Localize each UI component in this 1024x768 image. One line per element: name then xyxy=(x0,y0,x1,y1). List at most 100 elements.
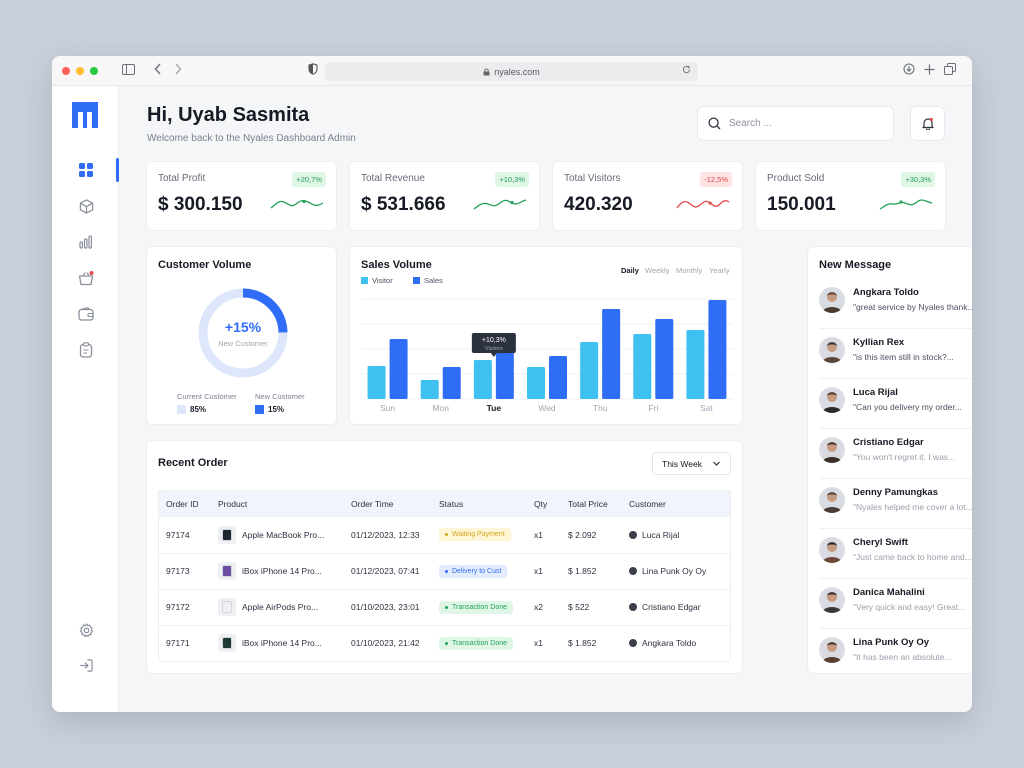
quantity: x1 xyxy=(534,638,543,649)
table-row[interactable]: 97174 Apple MacBook Pro... 01/12/2023, 12:… xyxy=(158,517,731,553)
orders-table: Order ID Product Order Time Status Qty T… xyxy=(158,490,731,661)
status-text: Delivery to Cust xyxy=(452,567,502,575)
shield-icon[interactable] xyxy=(308,63,318,79)
message-item[interactable]: Lina Punk Oy Oy "It has been an absolute.… xyxy=(808,629,972,679)
bar-visitor-fri[interactable] xyxy=(633,334,652,399)
chevron-down-icon xyxy=(713,461,720,466)
welcome-subtitle: Welcome back to the Nyales Dashboard Adm… xyxy=(147,133,356,144)
table-row[interactable]: 97173 iBox iPhone 14 Pro... 01/12/2023, 07… xyxy=(158,553,731,589)
status-cell: Transaction Done xyxy=(431,589,526,625)
tabs-overview-icon[interactable] xyxy=(944,63,956,79)
legend-label: Visitor xyxy=(372,276,393,285)
legend-new-customer: New Customer 15% xyxy=(255,392,305,414)
col-order-id[interactable]: Order ID xyxy=(166,498,199,509)
order-time: 01/10/2023, 23:01 xyxy=(351,602,420,612)
bar-visitor-mon[interactable] xyxy=(420,380,439,399)
avatar xyxy=(819,387,845,413)
customer-name: Lina Punk Oy Oy xyxy=(642,566,707,576)
period-dropdown[interactable]: This Week xyxy=(652,452,731,475)
close-window-button[interactable] xyxy=(62,67,70,75)
settings-gear-icon[interactable] xyxy=(75,619,97,641)
bar-visitor-sun[interactable] xyxy=(367,366,386,399)
stat-label: Total Profit xyxy=(158,173,206,184)
message-preview: "great service by Nyales thank... xyxy=(853,302,972,312)
bar-visitor-sat[interactable] xyxy=(686,330,705,399)
change-badge: +10,3% xyxy=(495,172,529,187)
legend-value: 15% xyxy=(268,405,285,414)
card-title: Recent Order xyxy=(158,457,228,469)
address-bar[interactable]: nyales.com xyxy=(325,62,698,81)
minimize-window-button[interactable] xyxy=(76,67,84,75)
col-order-time[interactable]: Order Time xyxy=(351,498,394,509)
bar-sales-sat[interactable] xyxy=(708,300,727,399)
avatar xyxy=(819,637,845,663)
order-time: 01/12/2023, 12:33 xyxy=(351,529,420,540)
back-arrow-icon[interactable] xyxy=(154,63,162,79)
reload-icon[interactable] xyxy=(682,65,691,77)
message-item[interactable]: Kyllian Rex "is this item still in stock?… xyxy=(808,329,972,379)
col-customer[interactable]: Customer xyxy=(629,498,666,509)
sidebar-toggle-icon[interactable] xyxy=(122,63,135,79)
nav-dashboard-icon[interactable] xyxy=(75,159,97,181)
col-total-price[interactable]: Total Price xyxy=(568,498,608,509)
x-tick-label: Fri xyxy=(648,403,658,413)
search-box[interactable] xyxy=(697,106,894,141)
nav-basket-icon[interactable] xyxy=(75,267,97,289)
customer-avatar xyxy=(629,530,637,539)
message-item[interactable]: Cristiano Edgar "You won't regret it. I w… xyxy=(808,429,972,479)
table-row[interactable]: 97172 Apple AirPods Pro... 01/10/2023, 23:… xyxy=(158,589,731,625)
notification-button[interactable] xyxy=(910,106,945,141)
bar-visitor-wed[interactable] xyxy=(527,367,545,399)
period-yearly-tab[interactable]: Yearly xyxy=(709,266,730,275)
message-preview: "Very quick and easy! Great... xyxy=(853,602,966,612)
maximize-window-button[interactable] xyxy=(90,67,98,75)
message-item[interactable]: Cheryl Swift "Just came back to home and.… xyxy=(808,529,972,579)
message-item[interactable]: Angkara Toldo "great service by Nyales th… xyxy=(808,279,972,329)
message-item[interactable]: Luca Rijal "Can you delivery my order... xyxy=(808,379,972,429)
logout-icon[interactable] xyxy=(75,654,97,676)
nav-chart-icon[interactable] xyxy=(75,231,97,253)
period-weekly-tab[interactable]: Weekly xyxy=(645,266,670,275)
browser-window: nyales.com xyxy=(52,56,972,712)
product-cell: Apple MacBook Pro... xyxy=(210,517,343,553)
total-price: $ 522 xyxy=(568,602,590,612)
nav-wallet-icon[interactable] xyxy=(75,303,97,325)
sales-volume-card: Sales Volume Visitor Sales Daily Weekly … xyxy=(349,246,743,425)
bar-sales-thu[interactable] xyxy=(602,309,621,399)
nav-clipboard-icon[interactable] xyxy=(75,339,97,361)
download-icon[interactable] xyxy=(903,63,915,79)
message-preview: "Just came back to home and... xyxy=(853,552,972,562)
divider xyxy=(819,478,972,479)
search-input[interactable] xyxy=(729,118,869,129)
legend-current-customer: Current Customer 85% xyxy=(177,392,237,414)
quantity: x1 xyxy=(534,566,543,576)
bar-sales-wed[interactable] xyxy=(549,356,567,399)
col-qty[interactable]: Qty xyxy=(534,498,548,509)
forward-arrow-icon[interactable] xyxy=(174,63,182,79)
bar-sales-fri[interactable] xyxy=(655,319,674,399)
nav-box-icon[interactable] xyxy=(75,195,97,217)
period-daily-tab[interactable]: Daily xyxy=(621,266,639,275)
table-row[interactable]: 97171 iBox iPhone 14 Pro... 01/10/2023, 21… xyxy=(158,625,731,661)
message-item[interactable]: Denny Pamungkas "Nyales helped me cover a… xyxy=(808,479,972,529)
message-item[interactable]: Danica Mahalini "Very quick and easy! Gre… xyxy=(808,579,972,629)
period-monthly-tab[interactable]: Monthly xyxy=(676,266,703,275)
legend-value: 85% xyxy=(190,405,207,414)
bar-visitor-tue[interactable] xyxy=(473,360,492,399)
sparkline xyxy=(270,199,324,209)
col-product[interactable]: Product xyxy=(218,498,248,509)
bar-visitor-thu[interactable] xyxy=(580,342,599,399)
bar-sales-mon[interactable] xyxy=(442,367,461,399)
col-status[interactable]: Status xyxy=(439,498,464,509)
total-price: $ 1.852 xyxy=(568,638,597,649)
new-tab-icon[interactable] xyxy=(924,63,935,79)
nyales-logo[interactable] xyxy=(72,102,98,128)
order-id: 97174 xyxy=(166,529,190,540)
bar-sales-tue[interactable] xyxy=(495,350,514,399)
product-name: Apple MacBook Pro... xyxy=(242,529,325,540)
customer-cell: Lina Punk Oy Oy xyxy=(621,553,731,589)
legend-sales: Sales xyxy=(413,276,443,285)
bar-sales-sun[interactable] xyxy=(389,339,408,399)
nav-active-indicator xyxy=(116,158,119,182)
x-tick-label: Sun xyxy=(380,403,395,413)
